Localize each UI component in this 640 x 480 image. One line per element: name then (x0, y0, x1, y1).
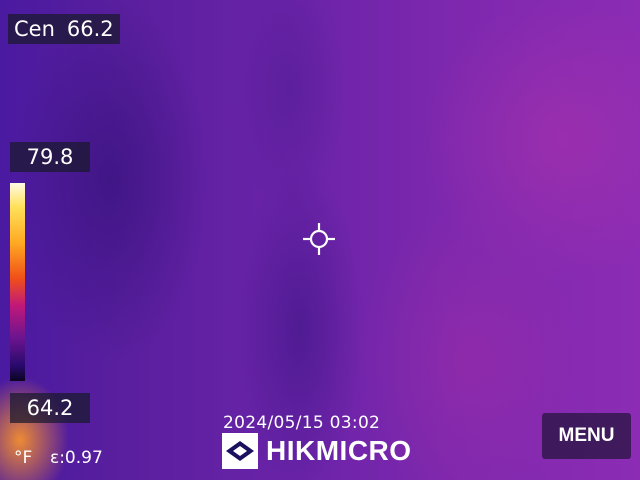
scale-max-value: 79.8 (10, 142, 90, 172)
center-label: Cen (14, 17, 55, 41)
scale-min-value: 64.2 (10, 393, 90, 423)
color-scale-bar (10, 183, 25, 381)
emissivity-value: ε:0.97 (50, 448, 103, 468)
center-value: 66.2 (66, 17, 114, 41)
menu-button[interactable]: MENU (542, 413, 631, 459)
brand-name: HIKMICRO (266, 435, 412, 466)
capture-timestamp: 2024/05/15 03:02 (223, 413, 381, 433)
center-temperature-readout: Cen 66.2 (8, 14, 120, 44)
crosshair-icon (303, 223, 335, 255)
hikmicro-logo-icon (222, 433, 258, 469)
brand-logo: HIKMICRO (222, 433, 412, 469)
temperature-unit: °F (14, 448, 33, 468)
